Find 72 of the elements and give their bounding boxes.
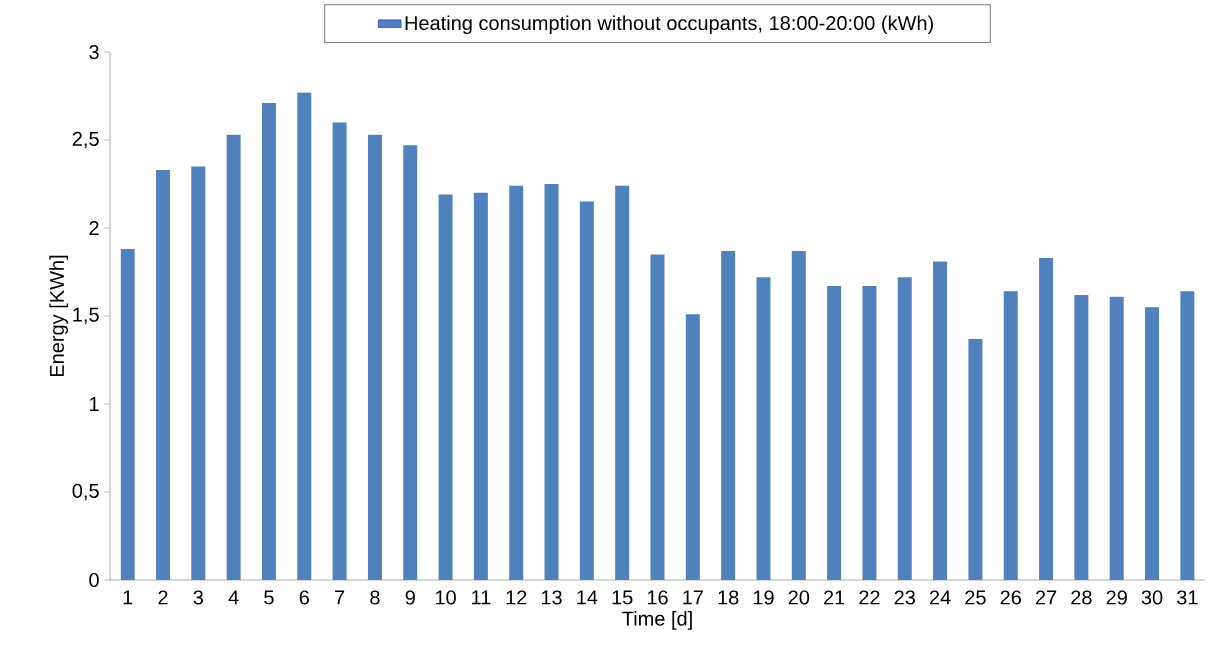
x-tick-label: 6 bbox=[299, 590, 309, 605]
bar bbox=[191, 166, 206, 580]
y-tick-label: 2 bbox=[89, 221, 99, 235]
x-tick-label: 15 bbox=[612, 590, 633, 605]
bar bbox=[297, 92, 312, 580]
x-tick-label: 31 bbox=[1176, 590, 1198, 605]
x-tick-label: 20 bbox=[788, 590, 810, 605]
x-tick-label: 16 bbox=[647, 590, 668, 605]
bar bbox=[756, 277, 771, 580]
x-tick-label: 5 bbox=[264, 590, 274, 605]
x-axis-title: Time [d] bbox=[622, 611, 692, 630]
x-tick-label: 26 bbox=[1000, 590, 1021, 605]
bar bbox=[862, 286, 877, 580]
x-tick-label: 19 bbox=[753, 590, 774, 605]
bar bbox=[226, 134, 241, 580]
bar bbox=[897, 277, 912, 580]
bar bbox=[403, 145, 418, 580]
x-tick-label: 14 bbox=[577, 590, 598, 605]
y-tick-label: 1 bbox=[90, 397, 99, 411]
bar bbox=[685, 314, 700, 580]
x-tick-label: 29 bbox=[1106, 590, 1127, 605]
bar bbox=[120, 249, 135, 580]
x-tick-label: 2 bbox=[158, 590, 168, 605]
x-tick-label: 13 bbox=[541, 590, 562, 605]
x-tick-label: 27 bbox=[1035, 590, 1057, 605]
x-tick-label: 24 bbox=[929, 590, 951, 605]
bar bbox=[544, 184, 559, 580]
x-tick-label: 28 bbox=[1071, 590, 1092, 605]
bar bbox=[1109, 296, 1124, 580]
bar bbox=[1145, 307, 1160, 580]
legend-label: Heating consumption without occupants, 18:00-20:00 (kWh) bbox=[405, 15, 933, 35]
bar bbox=[933, 261, 948, 580]
bar bbox=[579, 201, 594, 580]
x-tick-label: 3 bbox=[193, 590, 203, 605]
bar bbox=[1039, 257, 1054, 580]
bar bbox=[332, 122, 347, 580]
x-tick-label: 23 bbox=[894, 590, 916, 605]
x-tick-label: 12 bbox=[506, 590, 527, 605]
bar bbox=[650, 254, 665, 580]
bar bbox=[155, 169, 170, 580]
bar bbox=[968, 338, 983, 580]
bar bbox=[791, 250, 806, 580]
x-tick-label: 21 bbox=[824, 590, 845, 605]
x-tick-label: 30 bbox=[1141, 590, 1163, 605]
bar bbox=[438, 194, 453, 580]
bar bbox=[261, 103, 276, 580]
x-tick-label: 25 bbox=[965, 590, 986, 605]
bar bbox=[367, 134, 382, 580]
bar bbox=[1180, 291, 1195, 580]
bar bbox=[721, 250, 736, 580]
x-tick-label: 1 bbox=[123, 590, 133, 605]
x-tick-label: 4 bbox=[228, 590, 239, 605]
x-tick-label: 17 bbox=[683, 590, 703, 605]
bar bbox=[1074, 294, 1089, 580]
y-tick-label: 2,5 bbox=[72, 131, 99, 149]
x-tick-label: 18 bbox=[718, 590, 739, 605]
y-tick-label: 0,5 bbox=[72, 483, 99, 501]
y-axis-title: Energy [KWh] bbox=[49, 255, 68, 377]
x-tick-label: 7 bbox=[335, 590, 345, 605]
bar bbox=[1003, 291, 1018, 580]
bar bbox=[509, 185, 524, 580]
x-tick-label: 9 bbox=[405, 590, 415, 605]
bar bbox=[473, 192, 488, 580]
bar bbox=[615, 185, 630, 580]
x-tick-label: 8 bbox=[370, 590, 380, 605]
y-tick-label: 0 bbox=[89, 572, 99, 588]
x-tick-label: 22 bbox=[859, 590, 880, 605]
y-tick-label: 3 bbox=[89, 44, 99, 60]
bar bbox=[827, 286, 842, 580]
y-tick-label: 1,5 bbox=[73, 307, 99, 325]
x-tick-label: 10 bbox=[435, 590, 456, 605]
x-tick-label: 11 bbox=[472, 590, 491, 605]
